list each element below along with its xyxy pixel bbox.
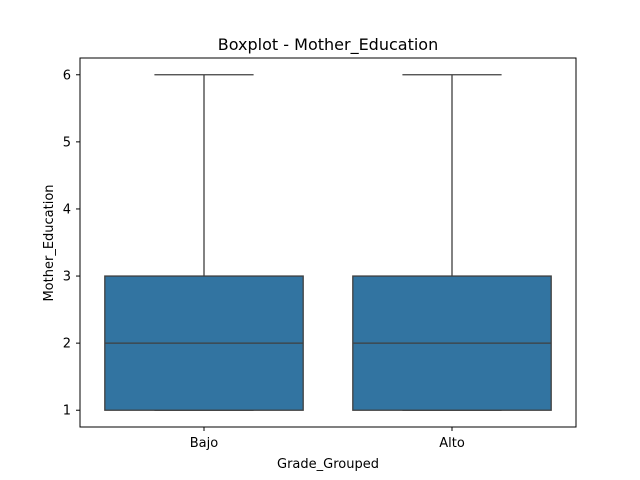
y-axis-label: Mother_Education [42,184,57,301]
plot-area: 1 2 3 4 5 6 Bajo Alto [63,57,577,451]
y-tick-label: 4 [63,202,71,217]
y-tick-label: 2 [63,337,71,352]
axes-frame [79,57,577,428]
x-tick-label: Alto [439,436,465,451]
chart-title: Boxplot - Mother_Education [218,35,438,55]
x-axis-label: Grade_Grouped [277,457,379,472]
y-tick-label: 1 [63,404,71,419]
x-tick-label: Bajo [190,436,218,451]
y-tick-label: 6 [63,68,71,83]
y-tick-label: 5 [63,135,71,150]
y-tick-label: 3 [63,270,71,285]
